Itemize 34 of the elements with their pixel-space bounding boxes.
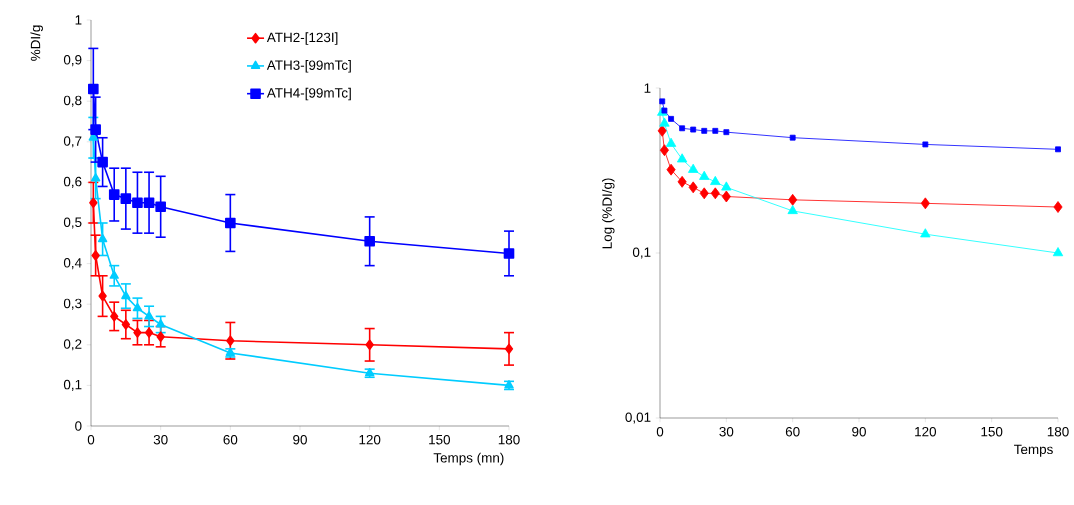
y-tick-label: 0,5 — [63, 217, 82, 229]
y-tick-label: 0,01 — [625, 412, 651, 424]
legend-label: ATH3-[99mTc] — [266, 60, 351, 73]
x-tick-label: 30 — [153, 434, 168, 445]
y-tick-label: 0,9 — [63, 55, 82, 67]
y-tick-label: 1 — [644, 83, 651, 93]
y-tick-label: 0,3 — [63, 298, 82, 310]
x-tick-label: 30 — [719, 426, 734, 437]
y-tick-label: 0,7 — [63, 136, 82, 148]
y-tick-label: 0,2 — [63, 339, 82, 351]
x-tick-label: 150 — [981, 426, 1003, 437]
y-axis-title: %DI/g — [30, 25, 43, 61]
legend-label: ATH4-[99mTc] — [266, 87, 351, 101]
x-axis-title: Temps (mn) — [433, 452, 504, 466]
y-tick-label: 0,4 — [63, 258, 82, 270]
x-tick-label: 60 — [785, 426, 800, 437]
x-tick-label: 0 — [87, 434, 95, 445]
x-tick-label: 150 — [429, 434, 451, 445]
x-tick-label: 180 — [498, 434, 520, 445]
x-tick-label: 0 — [656, 426, 664, 437]
x-tick-label: 90 — [293, 434, 307, 445]
x-tick-label: 180 — [1047, 426, 1069, 437]
x-tick-label: 60 — [223, 434, 238, 445]
y-tick-label: 0,8 — [63, 95, 82, 107]
y-axis-title: Log (%DI/g) — [601, 178, 615, 249]
y-tick-label: 0,6 — [63, 176, 82, 188]
y-tick-label: 0,1 — [632, 247, 651, 259]
y-tick-label: 0,1 — [63, 379, 82, 391]
x-axis-title: Temps — [1014, 444, 1053, 457]
x-tick-label: 90 — [852, 426, 866, 437]
x-tick-label: 120 — [915, 426, 937, 437]
y-tick-label: 1 — [75, 15, 82, 25]
legend-label: ATH2-[123I] — [266, 32, 338, 45]
x-tick-label: 120 — [359, 434, 381, 445]
